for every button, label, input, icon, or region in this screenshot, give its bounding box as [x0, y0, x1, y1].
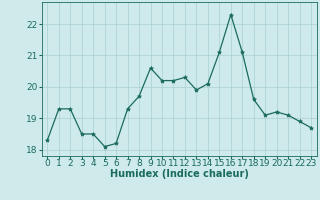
- X-axis label: Humidex (Indice chaleur): Humidex (Indice chaleur): [110, 169, 249, 179]
